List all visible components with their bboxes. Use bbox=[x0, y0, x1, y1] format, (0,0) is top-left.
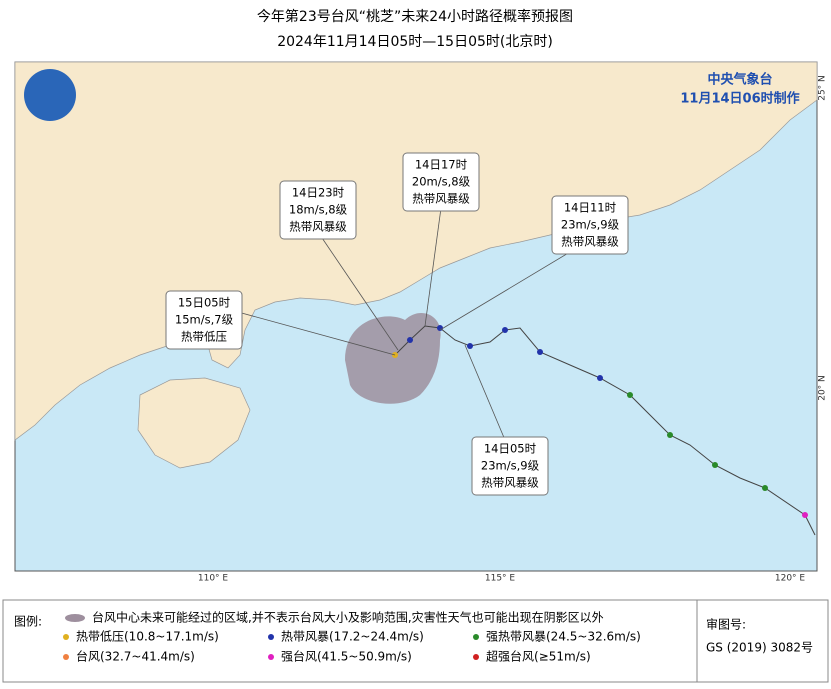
point bbox=[802, 512, 808, 518]
lat-label: 25° N bbox=[818, 75, 828, 101]
legend-box bbox=[2, 599, 829, 683]
legend-area: 台风中心未来可能经过的区域,并不表示台风大小及影响范围,灾害性天气也可能出现在阴… bbox=[92, 610, 604, 625]
title: 今年第23号台风“桃芝”未来24小时路径概率预报图 bbox=[257, 8, 573, 25]
legend-items: 热带低压(10.8~17.1m/s) 热带风暴(17.2~24.4m/s) 强热带风… bbox=[63, 630, 641, 664]
callout-text: 热带风暴级 bbox=[412, 192, 470, 206]
legend-item: 热带风暴(17.2~24.4m/s) bbox=[281, 630, 424, 644]
point bbox=[597, 375, 603, 381]
lon-label: 120° E bbox=[775, 574, 806, 584]
legend-item: 强热带风暴(24.5~32.6m/s) bbox=[486, 630, 641, 644]
callout-text: 18m/s,8级 bbox=[289, 203, 348, 217]
callouts: 14日23时18m/s,8级热带风暴级14日17时20m/s,8级热带风暴级14… bbox=[165, 152, 629, 496]
lon-label: 110° E bbox=[198, 574, 229, 584]
callout-text: 15m/s,7级 bbox=[175, 313, 234, 327]
legend-symbol bbox=[63, 654, 69, 660]
track-points bbox=[392, 325, 808, 518]
point bbox=[437, 325, 443, 331]
point bbox=[467, 343, 473, 349]
callout-text: 15日05时 bbox=[178, 296, 231, 310]
point bbox=[712, 462, 718, 468]
probability-area bbox=[345, 312, 441, 404]
point bbox=[502, 327, 508, 333]
callout-text: 14日11时 bbox=[564, 201, 617, 215]
legend-title: 图例: bbox=[14, 615, 42, 629]
callout-text: 热带风暴级 bbox=[289, 220, 347, 234]
callout-box bbox=[551, 195, 629, 255]
legend-area-swatch bbox=[65, 614, 85, 622]
legend-symbol bbox=[268, 634, 274, 640]
leader-lines bbox=[237, 207, 591, 441]
agency: 中央气象台 bbox=[707, 72, 772, 88]
callout-text: 20m/s,8级 bbox=[412, 175, 471, 189]
lon-label: 115° E bbox=[485, 574, 516, 584]
approval-label: 审图号: bbox=[706, 617, 746, 632]
legend-symbol bbox=[63, 634, 69, 640]
made-time: 11月14日06时制作 bbox=[680, 91, 799, 107]
point bbox=[667, 432, 673, 438]
callout-text: 23m/s,9级 bbox=[481, 459, 540, 473]
callout-text: 热带风暴级 bbox=[561, 235, 619, 249]
callout-box bbox=[279, 180, 357, 240]
legend-item: 热带低压(10.8~17.1m/s) bbox=[76, 630, 219, 644]
callout-text: 14日23时 bbox=[292, 186, 345, 200]
callout-box bbox=[165, 290, 243, 350]
legend-symbol bbox=[473, 634, 479, 640]
point bbox=[537, 349, 543, 355]
callout-text: 23m/s,9级 bbox=[561, 218, 620, 232]
legend-symbol bbox=[473, 654, 479, 660]
hainan bbox=[137, 377, 251, 469]
lat-label: 20° N bbox=[818, 375, 828, 401]
legend-item: 台风(32.7~41.4m/s) bbox=[76, 649, 195, 664]
callout-text: 热带低压 bbox=[181, 330, 227, 344]
callout-text: 热带风暴级 bbox=[481, 476, 539, 490]
callout-text: 14日17时 bbox=[415, 158, 468, 172]
callout-text: 14日05时 bbox=[484, 442, 537, 456]
track bbox=[394, 325, 816, 536]
point bbox=[407, 337, 413, 343]
point bbox=[762, 485, 768, 491]
legend-item: 超强台风(≥51m/s) bbox=[486, 649, 591, 664]
callout-box bbox=[402, 152, 480, 212]
callout-box bbox=[471, 436, 549, 496]
legend-item: 强台风(41.5~50.9m/s) bbox=[281, 649, 412, 664]
legend-symbol bbox=[268, 654, 274, 660]
subtitle: 2024年11月14日05时—15日05时(北京时) bbox=[277, 34, 553, 50]
point bbox=[627, 392, 633, 398]
logo bbox=[24, 69, 76, 121]
map: 中央气象台 11月14日06时制作 25° N 20° N 110° E 115… bbox=[14, 61, 828, 584]
approval-number: GS (2019) 3082号 bbox=[706, 641, 813, 655]
